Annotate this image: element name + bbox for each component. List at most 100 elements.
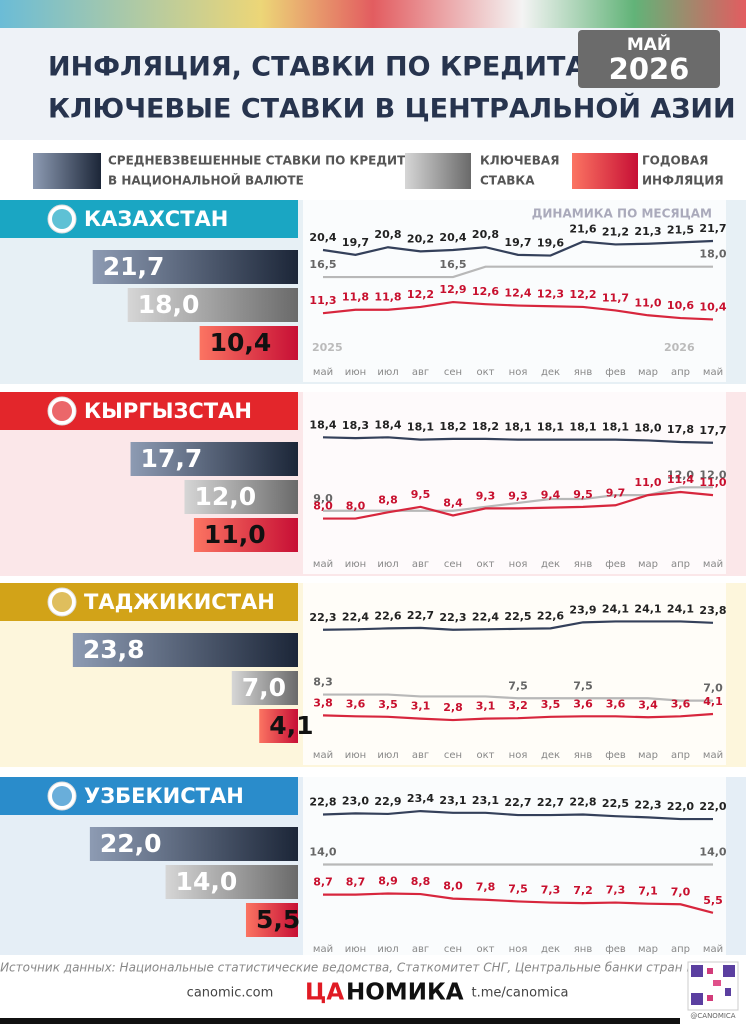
data-label: 8,0 [346,500,366,513]
title-line: ИНФЛЯЦИЯ, СТАВКИ ПО КРЕДИТАМ, [48,52,623,83]
month-label: май [703,367,723,378]
data-label: 11,4 [667,473,694,486]
data-label: 18,2 [439,420,466,433]
data-label: 3,4 [638,698,658,711]
country-title: ТАДЖИКИСТАН [84,590,275,614]
data-label: 22,8 [309,796,336,809]
data-label: 22,0 [667,800,694,813]
data-label: 17,8 [667,423,694,436]
logo: НОМИКА [346,980,464,1006]
data-label: 21,2 [602,225,629,238]
data-label: 22,4 [472,610,499,623]
legend-swatch [33,153,101,189]
data-label: 21,6 [569,223,596,236]
chart-note: ДИНАМИКА ПО МЕСЯЦАМ [532,207,712,221]
bar-label: 14,0 [176,867,238,896]
data-label: 23,4 [407,792,434,805]
data-label: 16,5 [309,258,336,271]
month-label: мар [638,750,658,761]
month-label: сен [444,944,462,955]
data-label: 12,2 [569,288,596,301]
month-label: май [703,559,723,570]
data-label: 18,1 [504,421,531,434]
data-label: 21,5 [667,223,694,236]
data-label: 8,7 [346,876,366,889]
month-label: май [703,750,723,761]
month-label: дек [541,559,560,570]
data-label: 23,1 [439,794,466,807]
month-label: фев [605,367,626,378]
bar-label: 7,0 [242,673,286,702]
data-label: 22,7 [504,796,531,809]
data-label: 7,3 [606,884,626,897]
month-label: май [313,944,333,955]
series-line [323,693,713,702]
bar [165,865,298,899]
series-line [323,892,714,914]
month-label: янв [574,750,593,761]
data-label: 9,3 [476,489,496,502]
bar [184,480,298,514]
data-label: 3,5 [378,698,398,711]
data-label: 10,6 [667,299,694,312]
data-label: 3,6 [346,697,366,710]
data-label: 8,8 [411,875,431,888]
data-label: 22,7 [407,609,434,622]
flag-strip [0,0,746,28]
month-label: апр [671,559,690,570]
data-label: 8,7 [313,876,333,889]
data-label: 9,5 [573,488,593,501]
data-label: 18,4 [309,418,336,431]
month-label: май [313,559,333,570]
data-label: 11,0 [699,476,726,489]
site: canomic.com [187,986,274,1001]
data-label: 22,3 [309,611,336,624]
month-label: дек [541,750,560,761]
month-label: авг [412,944,429,955]
data-label: 11,3 [309,294,336,307]
series-line [322,620,714,631]
data-label: 24,1 [634,602,661,615]
country-title: КЫРГЫЗСТАН [84,399,252,423]
legend-label: СТАВКА [480,174,535,188]
bar [127,288,298,322]
data-label: 14,0 [309,846,336,859]
data-label: 10,4 [699,300,726,313]
month-label: фев [605,944,626,955]
bar [89,827,298,861]
month-label: апр [671,944,690,955]
series-line [322,239,714,257]
data-label: 12,0 [699,468,726,481]
footer-bg [0,955,746,1015]
series-line [322,712,714,722]
month-label: ноя [509,367,528,378]
data-label: 18,0 [699,248,726,261]
data-label: 19,7 [504,236,531,249]
data-label: 12,4 [504,287,531,300]
data-label: 20,8 [472,228,499,241]
bottom-strip [0,1018,680,1024]
data-label: 4,1 [703,695,723,708]
month-label: авг [412,367,429,378]
data-label: 21,7 [699,222,726,235]
month-label: июл [377,750,398,761]
month-label: сен [444,750,462,761]
flag-icon [52,786,72,806]
country-title: КАЗАХСТАН [84,207,228,231]
data-label: 3,2 [508,699,528,712]
month-label: янв [574,367,593,378]
data-label: 3,6 [671,697,691,710]
bar [259,709,298,743]
data-label: 23,1 [472,794,499,807]
bar-label: 4,1 [269,711,313,740]
data-label: 3,5 [541,698,561,711]
data-label: 9,0 [313,492,333,505]
data-label: 18,1 [602,421,629,434]
data-label: 22,4 [342,610,369,623]
data-label: 12,2 [407,288,434,301]
bar-label: 17,7 [141,444,203,473]
data-label: 7,2 [573,884,593,897]
month-label: июл [377,944,398,955]
data-label: 18,3 [342,419,369,432]
data-label: 8,9 [378,874,398,887]
